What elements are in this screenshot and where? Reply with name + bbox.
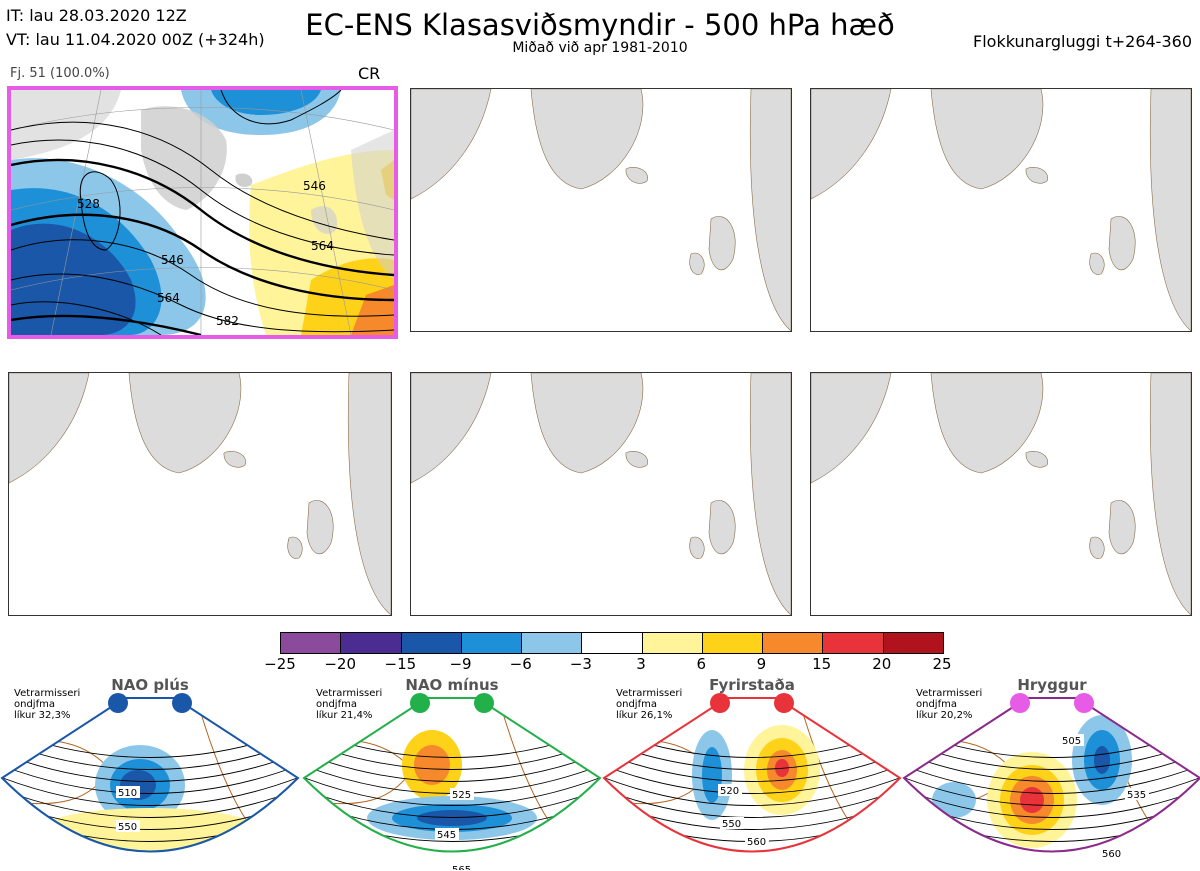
page-title: EC-ENS Klasasviðsmyndir - 500 hPa hæð bbox=[305, 8, 895, 42]
regime-stat-line: Vetrarmisseri bbox=[916, 688, 983, 699]
regime-name: Hryggur bbox=[1017, 676, 1087, 694]
regime-stat-line: ondjfma bbox=[616, 699, 657, 710]
colorbar-swatch bbox=[341, 633, 402, 653]
regime-stat-line: Vetrarmisseri bbox=[316, 688, 383, 699]
regime-stat-line: líkur 20,2% bbox=[916, 710, 973, 721]
regime-name: NAO mínus bbox=[405, 676, 499, 694]
anomaly-shading bbox=[1014, 854, 1046, 866]
regime-fan-map: 525 545 565 bbox=[302, 697, 602, 870]
contour-label: 560 bbox=[1102, 849, 1121, 860]
contour-label: 560 bbox=[747, 837, 766, 848]
colorbar-tick-label: 6 bbox=[696, 655, 707, 673]
contour-label: 525 bbox=[452, 790, 471, 801]
cluster-map-3 bbox=[810, 88, 1192, 332]
anomaly-colorbar bbox=[280, 632, 944, 654]
regime-statistics: Vetrarmisseri ondjfma líkur 20,2% bbox=[916, 688, 982, 721]
contour-label: 550 bbox=[118, 822, 137, 833]
contour-label: 550 bbox=[722, 819, 741, 830]
cluster-map-1: 528 546 546 564 564 582 bbox=[7, 86, 398, 339]
colorbar-swatch bbox=[642, 633, 703, 653]
cluster-map-5 bbox=[410, 372, 792, 616]
anomaly-shading bbox=[1094, 746, 1110, 774]
anomaly-shading bbox=[40, 808, 260, 852]
regime-stat-line: ondjfma bbox=[14, 699, 55, 710]
classification-window: Flokkunargluggi t+264-360 bbox=[973, 32, 1192, 51]
regime-stat-line: Vetrarmisseri bbox=[616, 688, 683, 699]
colorbar-swatch bbox=[883, 633, 943, 653]
regime-marker-dot bbox=[710, 693, 730, 713]
regime-marker-dot bbox=[774, 693, 794, 713]
colorbar-tick-label: −6 bbox=[509, 655, 532, 673]
cluster-map-6 bbox=[810, 372, 1192, 616]
regime-stat-line: líkur 21,4% bbox=[316, 710, 373, 721]
colorbar-tick-label: 3 bbox=[636, 655, 646, 673]
colorbar-swatch bbox=[823, 633, 884, 653]
anomaly-shading bbox=[702, 747, 722, 803]
regime-stat-line: líkur 32,3% bbox=[14, 710, 71, 721]
colorbar-tick-label: 20 bbox=[872, 655, 892, 673]
contour-label: 545 bbox=[437, 830, 456, 841]
contour-label: 546 bbox=[303, 179, 326, 193]
colorbar-swatch bbox=[582, 633, 643, 653]
regime-stat-line: ondjfma bbox=[916, 699, 957, 710]
colorbar-tick-label: −25 bbox=[264, 655, 296, 673]
regime-statistics: Vetrarmisseri ondjfma líkur 26,1% bbox=[616, 688, 682, 721]
contour-label: 505 bbox=[1062, 736, 1081, 747]
regime-name: Fyrirstaða bbox=[709, 676, 795, 694]
colorbar-swatch bbox=[522, 633, 583, 653]
regime-stat-line: ondjfma bbox=[316, 699, 357, 710]
page-subtitle: Miðað við apr 1981-2010 bbox=[512, 40, 688, 56]
colorbar-swatch bbox=[763, 633, 824, 653]
regime-statistics: Vetrarmisseri ondjfma líkur 32,3% bbox=[14, 688, 80, 721]
anomaly-shading bbox=[1020, 787, 1044, 813]
colorbar-swatch bbox=[401, 633, 462, 653]
regime-marker-dot bbox=[172, 693, 192, 713]
contour-label: 535 bbox=[1127, 790, 1146, 801]
contour-label: 528 bbox=[77, 197, 100, 211]
regime-marker-dot bbox=[474, 693, 494, 713]
init-time: IT: lau 28.03.2020 12Z bbox=[6, 6, 187, 25]
regime-marker-dot bbox=[410, 693, 430, 713]
regime-fan-map: 520 550 560 bbox=[602, 697, 902, 853]
contour-label: 564 bbox=[311, 239, 334, 253]
colorbar-swatch bbox=[461, 633, 523, 653]
colorbar-swatch bbox=[281, 633, 342, 653]
contour-label: 564 bbox=[157, 291, 180, 305]
valid-time: VT: lau 11.04.2020 00Z (+324h) bbox=[6, 30, 265, 49]
contour-label: 520 bbox=[720, 786, 739, 797]
cluster-map-2 bbox=[410, 88, 792, 332]
colorbar-tick-label: −20 bbox=[324, 655, 356, 673]
panel1-member-count: Fj. 51 (100.0%) bbox=[10, 66, 110, 81]
colorbar-tick-label: 25 bbox=[932, 655, 952, 673]
regime-name: NAO plús bbox=[111, 676, 189, 694]
regime-fan-map: 510 550 bbox=[0, 697, 300, 853]
colorbar-tick-label: −3 bbox=[569, 655, 592, 673]
colorbar-tick-label: 9 bbox=[756, 655, 767, 673]
regime-stat-line: Vetrarmisseri bbox=[14, 688, 81, 699]
colorbar-swatch bbox=[702, 633, 764, 653]
colorbar-tick-label: −9 bbox=[449, 655, 472, 673]
cluster-map-4 bbox=[8, 372, 392, 616]
regime-statistics: Vetrarmisseri ondjfma líkur 21,4% bbox=[316, 688, 382, 721]
contour-label: 565 bbox=[452, 865, 471, 870]
contour-label: 510 bbox=[118, 788, 137, 799]
contour-label: 582 bbox=[216, 314, 239, 328]
anomaly-shading bbox=[417, 810, 487, 826]
anomaly-shading bbox=[932, 782, 976, 818]
regime-marker-dot bbox=[1074, 693, 1094, 713]
colorbar-tick-label: −15 bbox=[384, 655, 417, 673]
panel1-regime: CR bbox=[358, 64, 381, 83]
regime-marker-dot bbox=[108, 693, 128, 713]
anomaly-shading bbox=[414, 745, 450, 785]
regime-marker-dot bbox=[1010, 693, 1030, 713]
contour-label: 546 bbox=[161, 253, 184, 267]
colorbar-tick-label: 15 bbox=[812, 655, 832, 673]
regime-stat-line: líkur 26,1% bbox=[616, 710, 673, 721]
regime-fan-map: 505 535 560 bbox=[902, 697, 1200, 866]
